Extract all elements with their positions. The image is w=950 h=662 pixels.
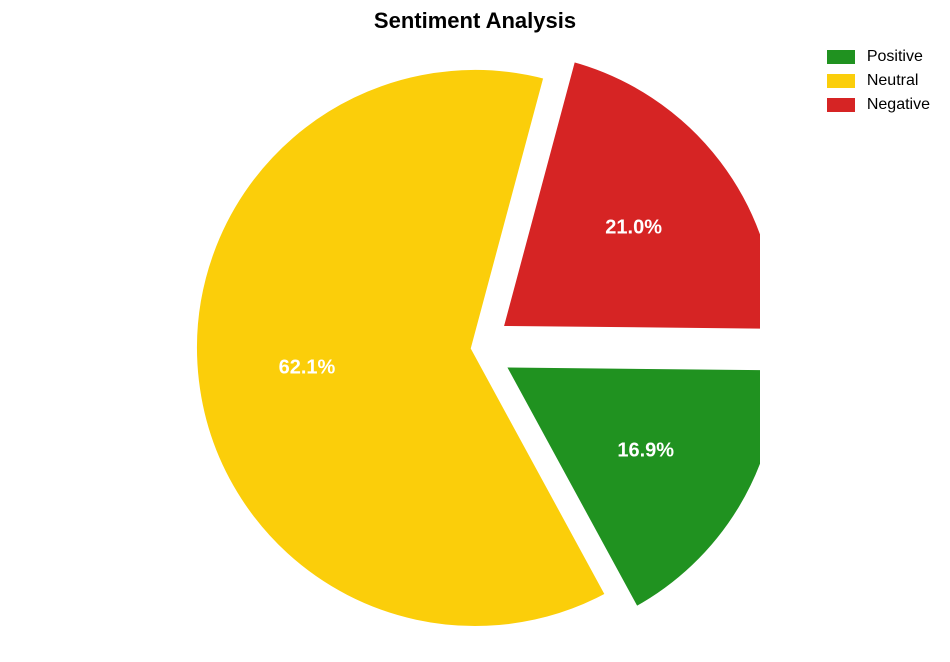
legend-swatch-negative xyxy=(827,98,855,112)
legend-item-positive: Positive xyxy=(827,48,930,66)
pie-chart xyxy=(190,55,760,645)
legend-label-positive: Positive xyxy=(867,48,923,66)
slice-label-positive: 16.9% xyxy=(617,439,674,462)
chart-title: Sentiment Analysis xyxy=(0,8,950,34)
slice-label-negative: 21.0% xyxy=(605,216,662,239)
legend-swatch-positive xyxy=(827,50,855,64)
legend: Positive Neutral Negative xyxy=(827,48,930,120)
legend-label-negative: Negative xyxy=(867,96,930,114)
legend-item-negative: Negative xyxy=(827,96,930,114)
legend-label-neutral: Neutral xyxy=(867,72,919,90)
legend-item-neutral: Neutral xyxy=(827,72,930,90)
chart-container: Sentiment Analysis 62.1% 16.9% 21.0% Posit… xyxy=(0,0,950,662)
slice-label-neutral: 62.1% xyxy=(279,356,336,379)
legend-swatch-neutral xyxy=(827,74,855,88)
